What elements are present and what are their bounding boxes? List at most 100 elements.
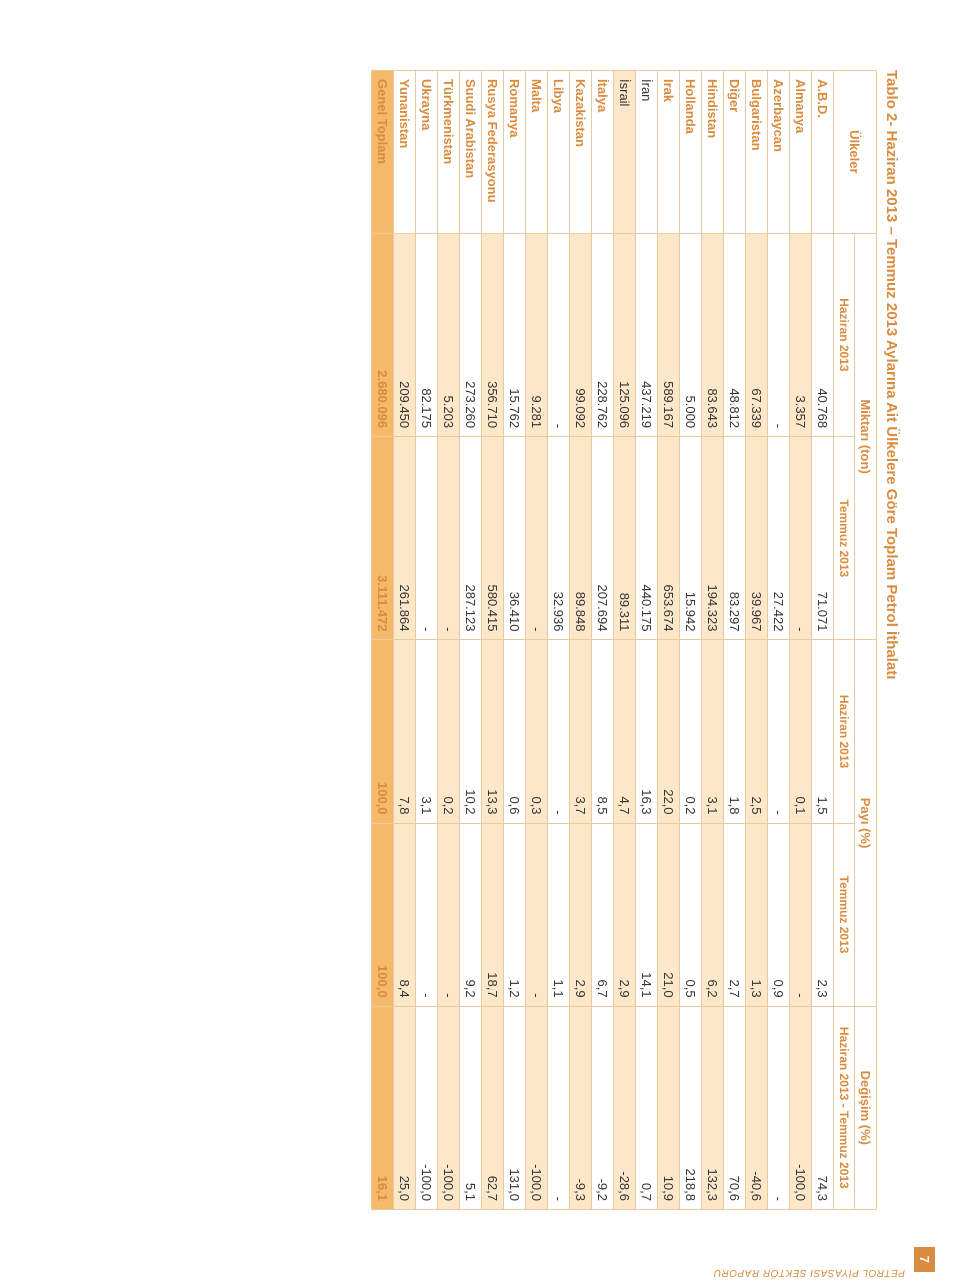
cell-temmuz-ton: - [416, 437, 438, 640]
table-row: Yunanistan209.450261.8647,88,425,0 [394, 71, 416, 1210]
cell-temmuz-pay: 2,9 [570, 823, 592, 1006]
page-content: 7 PETROL PİYASASI SEKTÖR RAPORU Tablo 2-… [0, 0, 960, 1284]
cell-country: Ukrayna [416, 71, 438, 234]
cell-temmuz-ton: 207.694 [592, 437, 614, 640]
side-report-label: PETROL PİYASASI SEKTÖR RAPORU [713, 1267, 905, 1278]
cell-haziran-ton: 5.000 [680, 233, 702, 436]
cell-haziran-pay: 0,2 [680, 640, 702, 823]
cell-total-tpay: 100,0 [372, 823, 394, 1006]
cell-temmuz-pay: 1,2 [504, 823, 526, 1006]
table-row: Malta9.281-0,3--100,0 [526, 71, 548, 1210]
cell-country: Hindistan [702, 71, 724, 234]
cell-degisim: -40,6 [746, 1006, 768, 1209]
cell-degisim: 62,7 [482, 1006, 504, 1209]
cell-haziran-ton: 48.812 [724, 233, 746, 436]
cell-degisim: 0,7 [636, 1006, 658, 1209]
cell-degisim: - [548, 1006, 570, 1209]
cell-temmuz-pay: 9,2 [460, 823, 482, 1006]
cell-temmuz-ton: - [790, 437, 812, 640]
header-ulkeler: Ülkeler [834, 71, 877, 234]
cell-haziran-pay: 16,3 [636, 640, 658, 823]
cell-temmuz-pay: 6,7 [592, 823, 614, 1006]
cell-temmuz-pay: 14,1 [636, 823, 658, 1006]
table-row: İsrail125.09689.3114,72,9-28,6 [614, 71, 636, 1210]
cell-haziran-pay: 22,0 [658, 640, 680, 823]
cell-temmuz-ton: 261.864 [394, 437, 416, 640]
cell-degisim: 70,6 [724, 1006, 746, 1209]
header-miktar: Miktarı (ton) [855, 233, 877, 640]
cell-country: İsrail [614, 71, 636, 234]
cell-country: Rusya Federasyonu [482, 71, 504, 234]
table-row: İran437.219440.17516,314,10,7 [636, 71, 658, 1210]
page-number-badge: 7 [914, 1247, 935, 1272]
table-row: Almanya3.357-0,1--100,0 [790, 71, 812, 1210]
cell-temmuz-ton: 27.422 [768, 437, 790, 640]
table-total-row: Genel Toplam2.680.0963.111.472100,0100,0… [372, 71, 394, 1210]
cell-haziran-pay: - [548, 640, 570, 823]
cell-haziran-ton: 209.450 [394, 233, 416, 436]
cell-total-hton: 2.680.096 [372, 233, 394, 436]
cell-haziran-pay: - [768, 640, 790, 823]
cell-haziran-pay: 10,2 [460, 640, 482, 823]
table-row: İtalya228.762207.6948,56,7-9,2 [592, 71, 614, 1210]
cell-temmuz-ton: 440.175 [636, 437, 658, 640]
cell-degisim: - [768, 1006, 790, 1209]
cell-degisim: -28,6 [614, 1006, 636, 1209]
cell-temmuz-pay: - [438, 823, 460, 1006]
header-temmuz-pay: Temmuz 2013 [834, 823, 855, 1006]
cell-haziran-ton: 273.260 [460, 233, 482, 436]
cell-total-tton: 3.111.472 [372, 437, 394, 640]
cell-haziran-ton: - [548, 233, 570, 436]
cell-haziran-ton: 5.203 [438, 233, 460, 436]
cell-temmuz-pay: 8,4 [394, 823, 416, 1006]
cell-temmuz-ton: 36.410 [504, 437, 526, 640]
table-row: Hollanda5.00015.9420,20,5218,8 [680, 71, 702, 1210]
cell-degisim: 131,0 [504, 1006, 526, 1209]
cell-total-hpay: 100,0 [372, 640, 394, 823]
cell-temmuz-ton: 653.674 [658, 437, 680, 640]
cell-degisim: 5,1 [460, 1006, 482, 1209]
data-table: Ülkeler Miktarı (ton) Payı (%) Değişim (… [371, 70, 877, 1210]
cell-temmuz-ton: 580.415 [482, 437, 504, 640]
header-payi: Payı (%) [855, 640, 877, 1006]
table-row: Bulgaristan67.33939.9672,51,3-40,6 [746, 71, 768, 1210]
cell-haziran-pay: 3,1 [702, 640, 724, 823]
cell-country: Suudi Arabistan [460, 71, 482, 234]
cell-haziran-pay: 1,5 [812, 640, 834, 823]
cell-country: İtalya [592, 71, 614, 234]
cell-temmuz-pay: 0,5 [680, 823, 702, 1006]
cell-temmuz-pay: 2,9 [614, 823, 636, 1006]
cell-degisim: -9,2 [592, 1006, 614, 1209]
cell-country: Bulgaristan [746, 71, 768, 234]
cell-country: Azerbaycan [768, 71, 790, 234]
cell-haziran-ton: 67.339 [746, 233, 768, 436]
cell-temmuz-ton: - [438, 437, 460, 640]
cell-country: Yunanistan [394, 71, 416, 234]
header-haziran-ton: Haziran 2013 [834, 233, 855, 436]
cell-haziran-pay: 4,7 [614, 640, 636, 823]
cell-country: İran [636, 71, 658, 234]
table-row: Romanya15.76236.4100,61,2131,0 [504, 71, 526, 1210]
table-row: Libya-32.936-1,1- [548, 71, 570, 1210]
cell-country: Kazakistan [570, 71, 592, 234]
cell-temmuz-pay: 2,3 [812, 823, 834, 1006]
cell-country: Malta [526, 71, 548, 234]
table-body: A.B.D.40.76871.0711,52,374,3Almanya3.357… [372, 71, 834, 1210]
cell-temmuz-ton: 287.123 [460, 437, 482, 640]
cell-country: A.B.D. [812, 71, 834, 234]
cell-haziran-ton: 125.096 [614, 233, 636, 436]
cell-temmuz-pay: 2,7 [724, 823, 746, 1006]
cell-degisim: 74,3 [812, 1006, 834, 1209]
cell-temmuz-pay: - [790, 823, 812, 1006]
cell-degisim: 25,0 [394, 1006, 416, 1209]
cell-haziran-ton: 589.167 [658, 233, 680, 436]
cell-total-label: Genel Toplam [372, 71, 394, 234]
cell-haziran-pay: 2,5 [746, 640, 768, 823]
cell-haziran-ton: 3.357 [790, 233, 812, 436]
cell-haziran-pay: 0,3 [526, 640, 548, 823]
cell-temmuz-ton: 194.323 [702, 437, 724, 640]
cell-temmuz-ton: 89.848 [570, 437, 592, 640]
cell-temmuz-ton: - [526, 437, 548, 640]
table-row: Suudi Arabistan273.260287.12310,29,25,1 [460, 71, 482, 1210]
cell-temmuz-ton: 32.936 [548, 437, 570, 640]
